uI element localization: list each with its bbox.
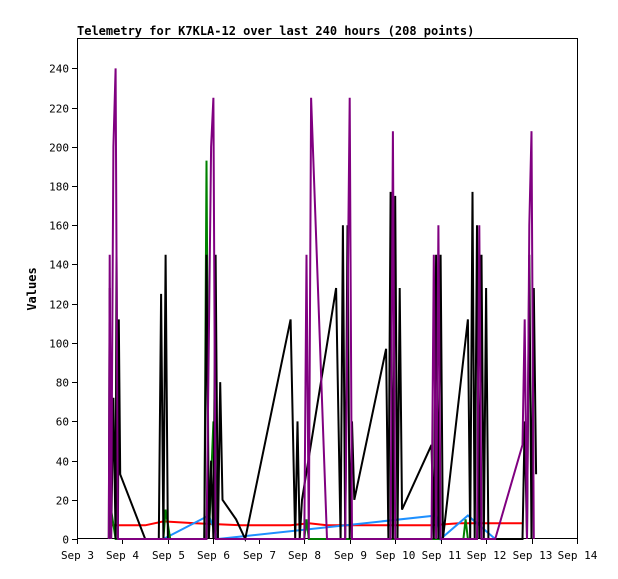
x-tick-label: Sep 3: [61, 549, 94, 562]
y-tick-label: 60: [56, 416, 69, 429]
x-axis: Sep 3 Sep 4 Sep 5 Sep 6 Sep 7 Sep 8 Sep 9 Sep 1…: [61, 539, 598, 562]
x-tick-label: Sep 8: [288, 549, 321, 562]
y-tick-label: 100: [49, 338, 69, 351]
plot-frame: [77, 38, 578, 539]
x-tick-label: Sep 12: [467, 549, 507, 562]
y-tick-label: 200: [49, 142, 69, 155]
y-tick-label: 40: [56, 456, 69, 469]
series-line-5: [107, 68, 535, 540]
y-tick-label: 180: [49, 181, 69, 194]
chart-title: Telemetry for K7KLA-12 over last 240 hou…: [77, 24, 474, 38]
x-tick-label: Sep 10: [376, 549, 416, 562]
x-tick-label: Sep 9: [334, 549, 367, 562]
y-axis-label: Values: [25, 267, 39, 310]
y-axis: 0 20 40 60 80 100 120 140 160 180 200 220 240: [49, 63, 77, 547]
y-tick-label: 120: [49, 299, 69, 312]
series-line-4: [107, 191, 538, 543]
y-tick-label: 140: [49, 259, 69, 272]
x-tick-label: Sep 7: [243, 549, 276, 562]
y-tick-label: 220: [49, 103, 69, 116]
x-tick-label: Sep 5: [152, 549, 185, 562]
y-tick-label: 0: [62, 534, 69, 547]
y-tick-label: 20: [56, 495, 69, 508]
y-tick-label: 240: [49, 63, 69, 76]
x-tick-label: Sep 14: [558, 549, 598, 562]
x-tick-label: Sep 4: [106, 549, 139, 562]
y-tick-label: 160: [49, 220, 69, 233]
y-tick-label: 80: [56, 377, 69, 390]
x-tick-label: Sep 6: [197, 549, 230, 562]
x-tick-label: Sep 13: [513, 549, 553, 562]
x-tick-label: Sep 11: [422, 549, 462, 562]
series-layer: [107, 68, 538, 543]
